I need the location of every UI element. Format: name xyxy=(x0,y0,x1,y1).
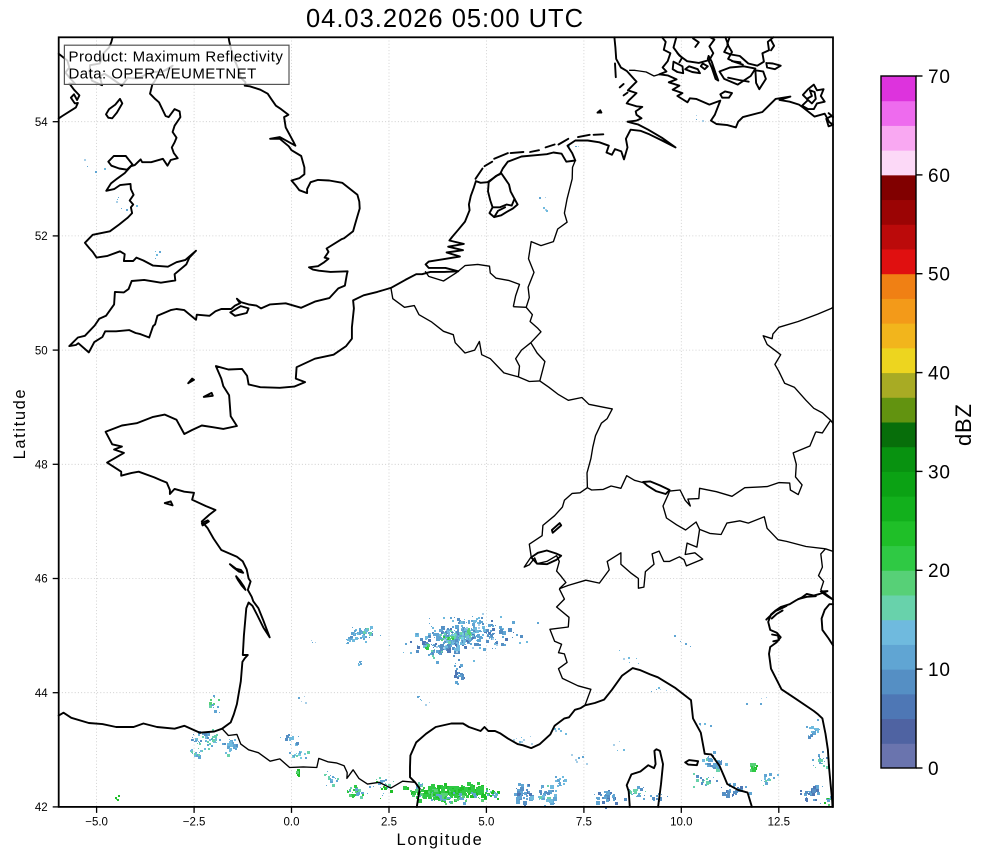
svg-text:12.5: 12.5 xyxy=(768,817,790,829)
svg-text:10: 10 xyxy=(928,660,951,681)
svg-text:Product: Maximum Reflectivity: Product: Maximum Reflectivity xyxy=(69,49,284,66)
svg-text:7.5: 7.5 xyxy=(576,817,592,829)
svg-text:48: 48 xyxy=(35,460,48,472)
svg-text:40: 40 xyxy=(928,364,951,385)
svg-text:52: 52 xyxy=(35,231,48,243)
svg-text:Longitude: Longitude xyxy=(397,831,484,849)
svg-text:Latitude: Latitude xyxy=(11,388,29,460)
svg-text:46: 46 xyxy=(35,574,48,586)
svg-text:−2.5: −2.5 xyxy=(183,817,206,829)
svg-text:dBZ: dBZ xyxy=(951,403,976,446)
svg-text:70: 70 xyxy=(928,67,951,88)
svg-text:0.0: 0.0 xyxy=(284,817,300,829)
svg-text:42: 42 xyxy=(35,802,48,814)
svg-text:60: 60 xyxy=(928,166,951,187)
svg-text:20: 20 xyxy=(928,561,951,582)
svg-text:Data: OPERA/EUMETNET: Data: OPERA/EUMETNET xyxy=(69,66,257,83)
svg-text:50: 50 xyxy=(928,265,951,286)
svg-text:10.0: 10.0 xyxy=(670,817,692,829)
svg-text:54: 54 xyxy=(35,117,48,129)
svg-text:−5.0: −5.0 xyxy=(85,817,108,829)
svg-text:5.0: 5.0 xyxy=(478,817,494,829)
svg-text:04.03.2026 05:00 UTC: 04.03.2026 05:00 UTC xyxy=(306,5,584,33)
svg-text:2.5: 2.5 xyxy=(381,817,397,829)
svg-text:50: 50 xyxy=(35,345,48,357)
svg-text:0: 0 xyxy=(928,759,939,780)
svg-text:44: 44 xyxy=(35,688,48,700)
svg-text:30: 30 xyxy=(928,462,951,483)
